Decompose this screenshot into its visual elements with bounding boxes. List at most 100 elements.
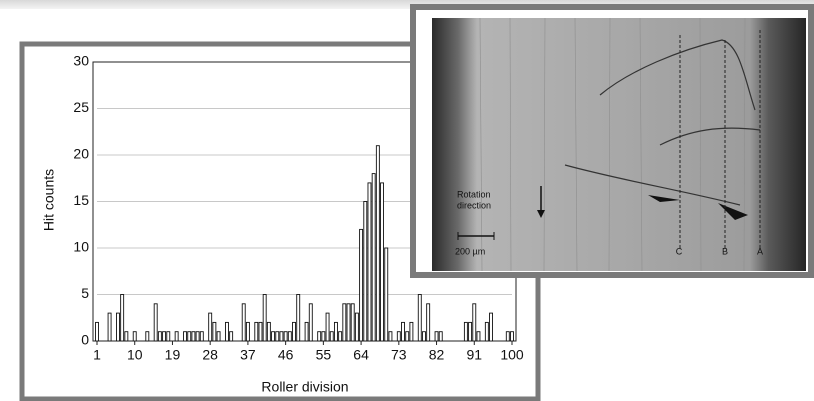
x-tick-label: 91 bbox=[466, 347, 482, 363]
bar bbox=[145, 331, 150, 342]
bar bbox=[363, 201, 368, 342]
bar bbox=[426, 303, 431, 342]
bar bbox=[510, 331, 514, 342]
bar bbox=[262, 294, 267, 342]
bar bbox=[350, 303, 355, 342]
bar bbox=[216, 331, 221, 342]
bar bbox=[107, 312, 112, 342]
bar bbox=[380, 182, 385, 342]
bar bbox=[325, 312, 330, 342]
bar bbox=[438, 331, 443, 342]
bar bbox=[308, 303, 313, 342]
bar bbox=[505, 331, 510, 342]
bar bbox=[333, 321, 338, 342]
bar bbox=[292, 321, 296, 342]
bar bbox=[434, 331, 439, 342]
annotation: C bbox=[676, 246, 683, 256]
bar bbox=[95, 321, 99, 342]
bar bbox=[195, 331, 200, 342]
bar bbox=[396, 331, 401, 342]
bar bbox=[166, 331, 171, 342]
y-tick-label: 5 bbox=[81, 285, 89, 301]
annotation: Rotation bbox=[457, 189, 491, 199]
bar bbox=[266, 321, 271, 342]
y-tick-label: 25 bbox=[73, 99, 89, 115]
y-tick-label: 0 bbox=[81, 332, 89, 348]
bar bbox=[371, 173, 376, 342]
x-tick-label: 82 bbox=[429, 347, 445, 363]
bar bbox=[287, 331, 292, 342]
x-tick-label: 46 bbox=[278, 347, 294, 363]
bar bbox=[304, 321, 309, 342]
x-tick-label: 37 bbox=[240, 347, 256, 363]
bar bbox=[484, 321, 489, 342]
bar bbox=[338, 331, 343, 342]
bar bbox=[124, 331, 129, 342]
x-tick-label: 100 bbox=[500, 347, 524, 363]
bar bbox=[279, 331, 284, 342]
bar bbox=[212, 321, 217, 342]
y-tick-label: 15 bbox=[73, 192, 89, 208]
bar bbox=[153, 303, 158, 342]
bar bbox=[388, 331, 393, 342]
arrow-head bbox=[537, 210, 545, 218]
bar bbox=[245, 321, 250, 342]
bar bbox=[321, 331, 326, 342]
bar bbox=[174, 331, 179, 342]
bar bbox=[296, 294, 301, 342]
bar bbox=[229, 331, 234, 342]
x-tick-label: 73 bbox=[391, 347, 407, 363]
x-tick-label: 19 bbox=[165, 347, 181, 363]
bar bbox=[476, 331, 481, 342]
bar bbox=[342, 303, 347, 342]
bar bbox=[417, 294, 422, 342]
bar bbox=[157, 331, 162, 342]
bar bbox=[329, 331, 334, 342]
x-tick-label: 1 bbox=[93, 347, 101, 363]
bar bbox=[183, 331, 187, 342]
annotation: B bbox=[722, 246, 728, 256]
pits bbox=[648, 195, 748, 220]
bar bbox=[384, 247, 389, 342]
bar bbox=[271, 331, 276, 342]
x-tick-label: 28 bbox=[202, 347, 218, 363]
bar bbox=[346, 303, 351, 342]
x-tick-label: 55 bbox=[316, 347, 332, 363]
bar bbox=[224, 321, 229, 342]
texture bbox=[479, 17, 746, 272]
bar bbox=[472, 303, 477, 342]
bar bbox=[258, 321, 263, 342]
bar bbox=[254, 321, 259, 342]
bar bbox=[359, 228, 364, 342]
bar bbox=[199, 331, 204, 342]
bar bbox=[275, 331, 280, 342]
bar bbox=[283, 331, 288, 342]
photo-panel: Rotation direction 200 µm C B A bbox=[410, 4, 814, 278]
bar bbox=[162, 331, 167, 342]
bar bbox=[132, 331, 137, 342]
bar bbox=[409, 321, 414, 342]
x-axis-label: Roller division bbox=[261, 379, 348, 395]
bar bbox=[187, 331, 192, 342]
bar bbox=[401, 321, 405, 342]
cracks bbox=[564, 39, 761, 206]
bar bbox=[120, 294, 125, 342]
x-tick-label: 64 bbox=[353, 347, 369, 363]
bar bbox=[208, 312, 213, 342]
y-tick-label: 30 bbox=[73, 53, 89, 69]
annotation: A bbox=[757, 246, 763, 256]
y-axis-label: Hit counts bbox=[41, 169, 57, 231]
bar bbox=[317, 331, 322, 342]
annotation: direction bbox=[457, 200, 491, 210]
bar bbox=[468, 321, 473, 342]
micrograph bbox=[432, 18, 806, 271]
top-band bbox=[0, 0, 814, 9]
bar bbox=[354, 312, 359, 342]
bar bbox=[116, 312, 120, 342]
annotation: 200 µm bbox=[455, 246, 485, 256]
bar bbox=[241, 303, 246, 342]
bar bbox=[405, 331, 410, 342]
bar bbox=[422, 331, 426, 342]
